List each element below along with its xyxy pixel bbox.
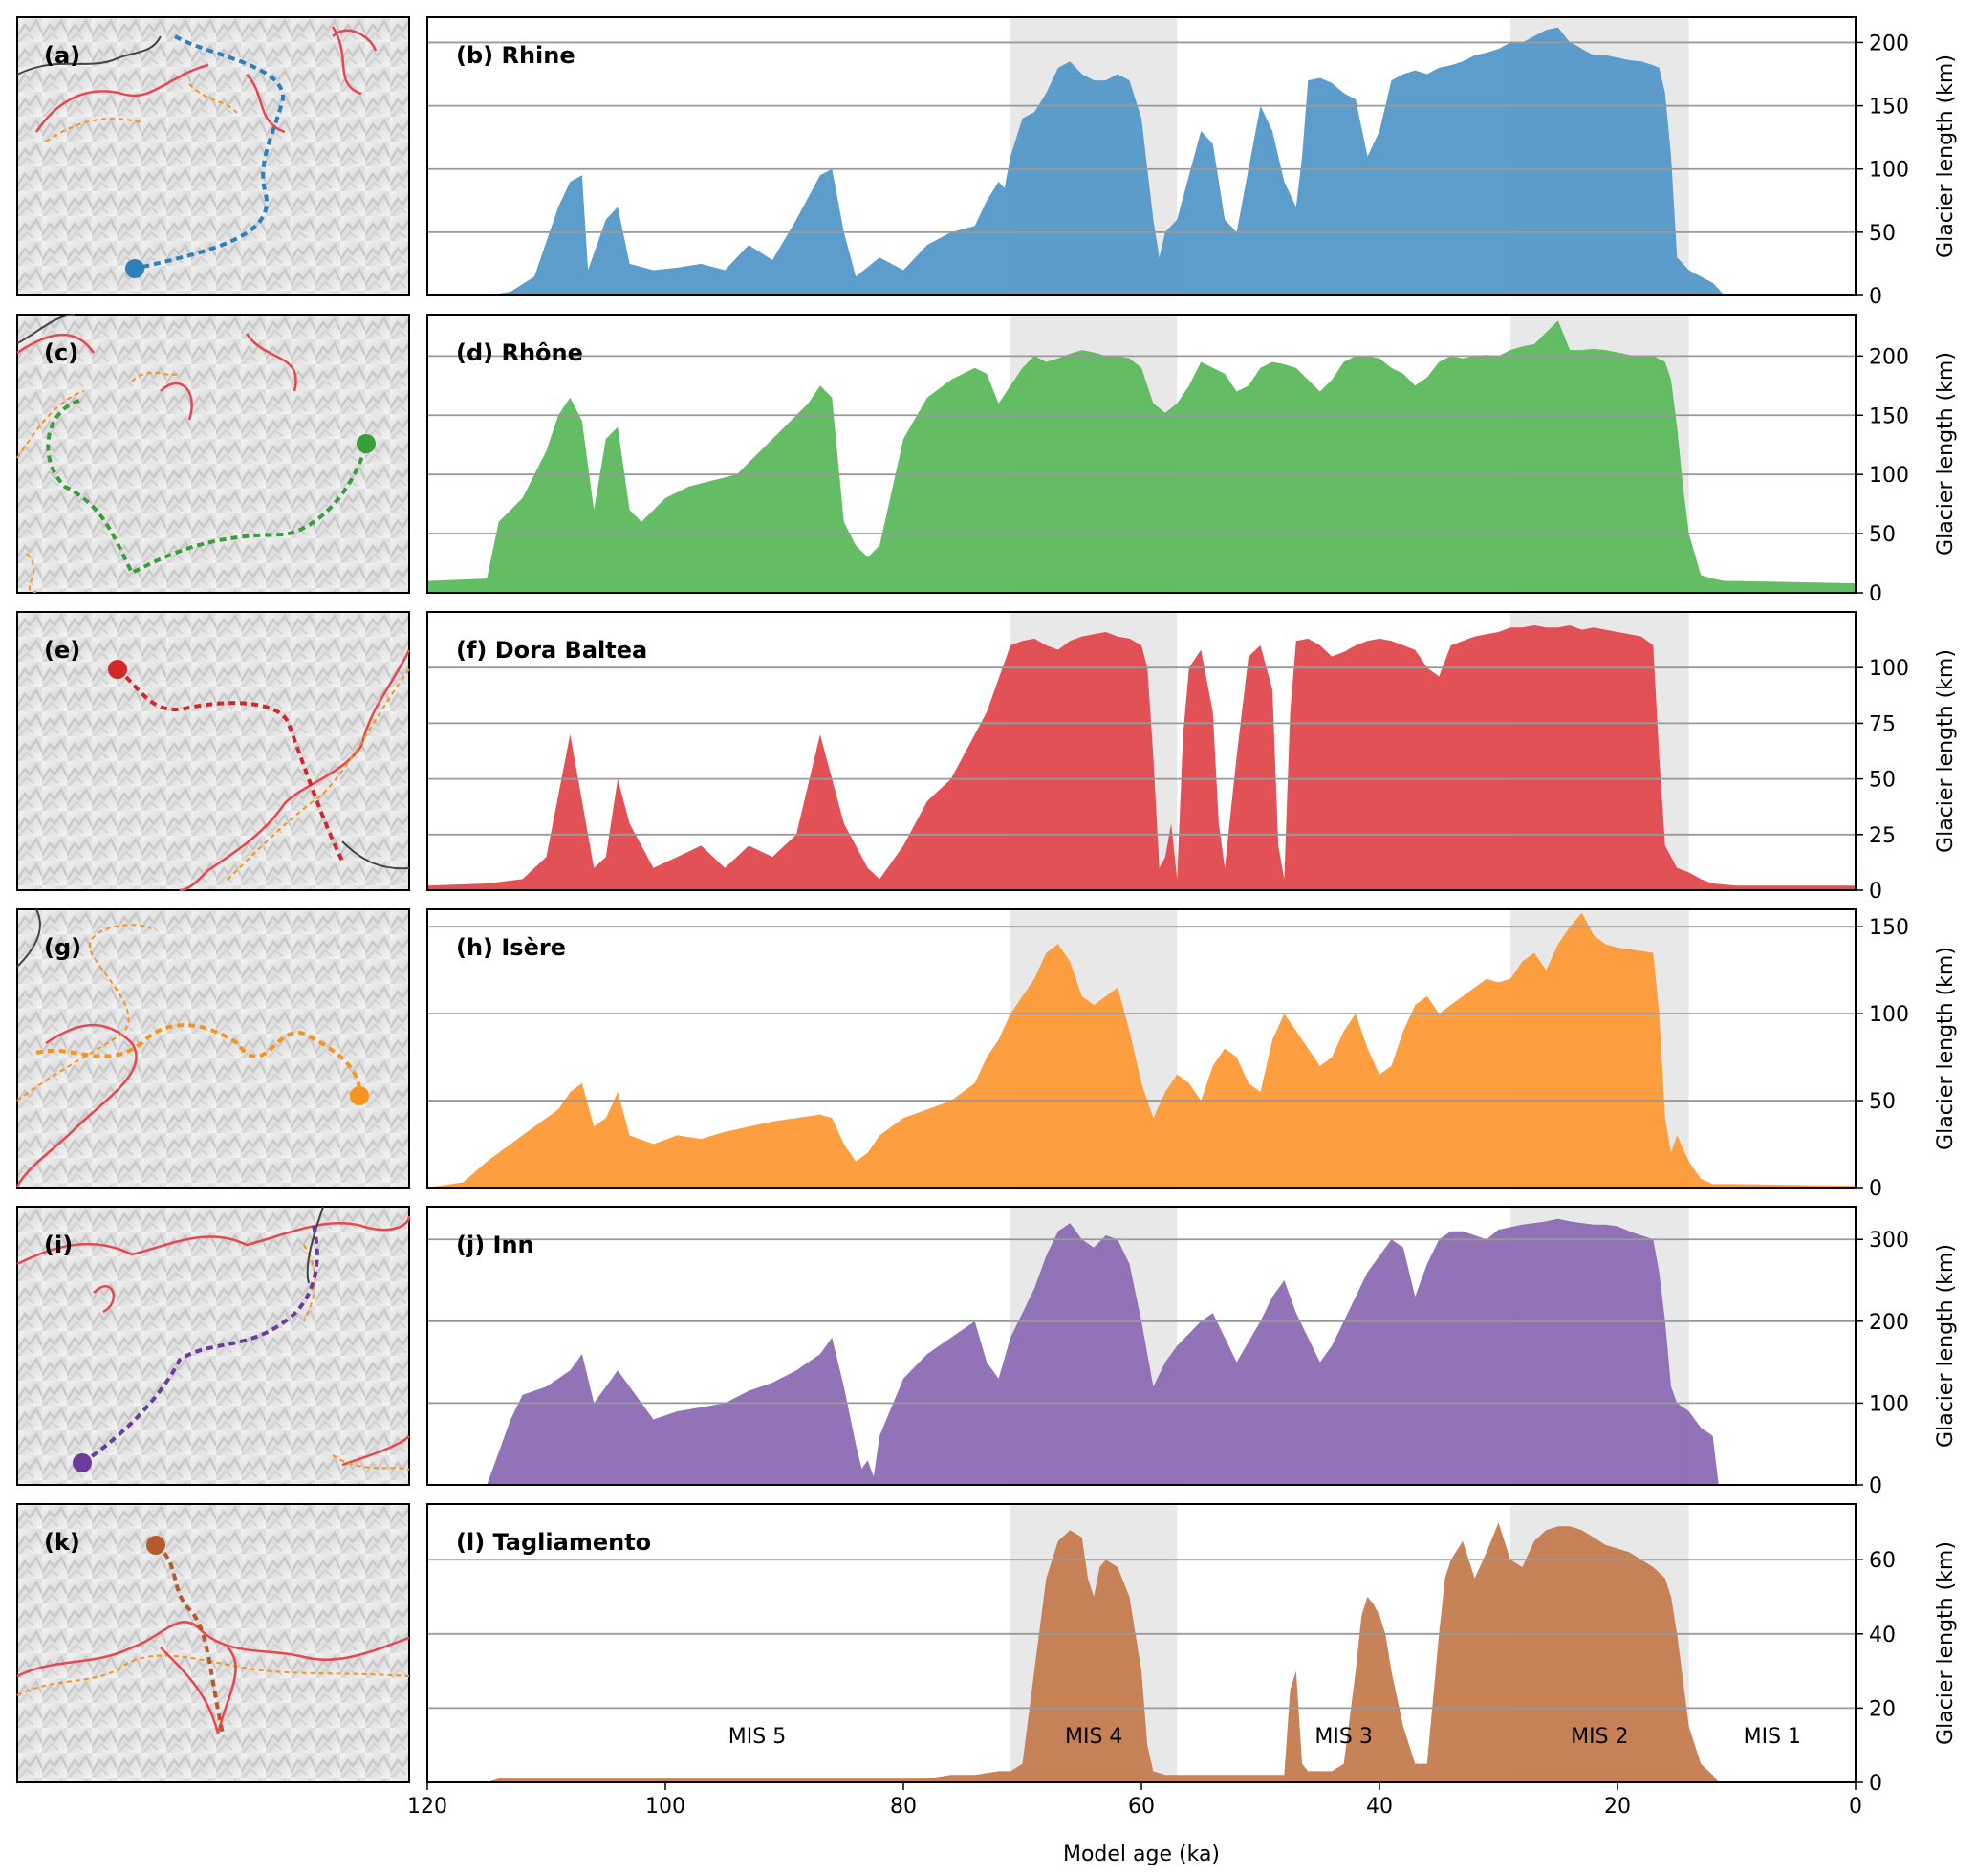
y-tick-label: 100 — [1869, 464, 1909, 488]
y-tick-label: 100 — [1869, 1003, 1909, 1027]
y-axis-label: Glacier length (km) — [1934, 1541, 1958, 1745]
y-tick-label: 200 — [1869, 32, 1909, 55]
y-tick-label: 60 — [1869, 1549, 1896, 1573]
chart-panel-4: 0 100 200 300 (j) Inn Glacier length (km) — [426, 1206, 1958, 1498]
map-panel-g: (g) — [15, 908, 410, 1189]
glacier-length-area-series — [427, 320, 1856, 593]
mis-label: MIS 4 — [1065, 1725, 1122, 1749]
y-tick-label: 200 — [1869, 1311, 1909, 1335]
x-tick-label: 20 — [1604, 1795, 1631, 1819]
y-tick-label: 200 — [1869, 345, 1909, 369]
y-tick-label: 0 — [1869, 582, 1882, 606]
glacier-length-area-series — [427, 912, 1856, 1188]
y-tick-label: 50 — [1869, 1090, 1896, 1114]
chart-panel-3: 0 50 100 150 (h) Isère Glacier length (km) — [426, 908, 1958, 1201]
y-tick-label: 300 — [1869, 1229, 1909, 1253]
glacier-length-area-series — [487, 1218, 1856, 1485]
y-tick-label: 100 — [1869, 1392, 1909, 1416]
panel-label-i: (i) — [44, 1232, 73, 1258]
chart-panel-1: 0 50 100 150 200 (d) Rhône Glacier length (km) — [426, 314, 1958, 606]
mis-label: MIS 1 — [1744, 1725, 1801, 1749]
y-axis-label: Glacier length (km) — [1934, 1244, 1958, 1448]
mis-label: MIS 2 — [1571, 1725, 1628, 1749]
x-axis: 120 100 80 60 40 20 0 — [407, 1782, 1862, 1819]
y-tick-label: 150 — [1869, 404, 1909, 428]
y-tick-label: 50 — [1869, 769, 1896, 793]
y-tick-label: 100 — [1869, 657, 1909, 681]
glacier-length-area-series — [487, 27, 1856, 295]
map-panel-k: (k) — [16, 1503, 410, 1783]
x-tick-label: 60 — [1128, 1795, 1155, 1819]
chart-panel-2: 0 25 50 75 100 (f) Dora Baltea Glacier length … — [426, 611, 1958, 904]
panel-label-c: (c) — [44, 339, 78, 366]
y-tick-label: 75 — [1869, 712, 1896, 736]
map-panel-a: (a) — [16, 16, 410, 296]
y-axis-label: Glacier length (km) — [1934, 352, 1958, 556]
y-axis-label: Glacier length (km) — [1934, 55, 1958, 258]
chart-panel-title: (l) Tagliamento — [456, 1529, 651, 1556]
chart-panel-title: (j) Inn — [456, 1232, 534, 1258]
chart-panel-title: (f) Dora Baltea — [456, 637, 647, 664]
y-tick-label: 0 — [1869, 880, 1882, 904]
y-tick-label: 25 — [1869, 824, 1896, 848]
glacier-length-area-series — [427, 625, 1856, 890]
x-axis-label: Model age (ka) — [1063, 1843, 1220, 1866]
map-panel-c: (c) — [16, 314, 410, 594]
y-axis-label: Glacier length (km) — [1934, 947, 1958, 1150]
plot-frame — [426, 611, 1857, 891]
map-panel-i: (i) — [16, 1206, 411, 1486]
x-tick-label: 100 — [645, 1795, 685, 1819]
chart-panel-5: 0 20 40 60 (l) Tagliamento Glacier length (km… — [426, 1503, 1958, 1796]
y-tick-label: 100 — [1869, 159, 1909, 183]
y-tick-label: 0 — [1869, 1177, 1882, 1201]
y-tick-label: 0 — [1869, 1474, 1882, 1498]
plot-frame — [426, 908, 1857, 1189]
y-tick-label: 150 — [1869, 916, 1909, 940]
y-tick-label: 0 — [1869, 1772, 1882, 1796]
panel-label-g: (g) — [44, 934, 81, 961]
y-axis-label: Glacier length (km) — [1934, 649, 1958, 853]
panel-label-a: (a) — [44, 42, 80, 69]
plot-frame — [426, 16, 1857, 296]
map-panel-e: (e) — [16, 611, 411, 892]
y-tick-label: 50 — [1869, 222, 1896, 246]
y-tick-label: 50 — [1869, 523, 1896, 547]
y-tick-label: 150 — [1869, 96, 1909, 120]
plot-frame — [426, 314, 1857, 594]
y-tick-label: 40 — [1869, 1624, 1896, 1647]
chart-panel-title: (h) Isère — [456, 934, 566, 961]
plot-frame — [426, 1206, 1857, 1486]
glacier-length-area-series — [427, 1522, 1856, 1782]
chart-panel-title: (d) Rhône — [456, 339, 583, 366]
mis-label: MIS 5 — [728, 1725, 786, 1749]
x-tick-label: 0 — [1849, 1795, 1862, 1819]
chart-panel-title: (b) Rhine — [456, 42, 575, 69]
panel-label-e: (e) — [44, 637, 80, 664]
mis-label: MIS 3 — [1314, 1725, 1372, 1749]
chart-panel-0: 0 50 100 150 200 (b) Rhine Glacier length (km) — [426, 16, 1958, 309]
x-tick-label: 80 — [890, 1795, 917, 1819]
x-tick-label: 40 — [1366, 1795, 1393, 1819]
y-tick-label: 0 — [1869, 285, 1882, 309]
panel-label-k: (k) — [44, 1529, 80, 1556]
x-tick-label: 120 — [407, 1795, 447, 1819]
y-tick-label: 20 — [1869, 1697, 1896, 1721]
